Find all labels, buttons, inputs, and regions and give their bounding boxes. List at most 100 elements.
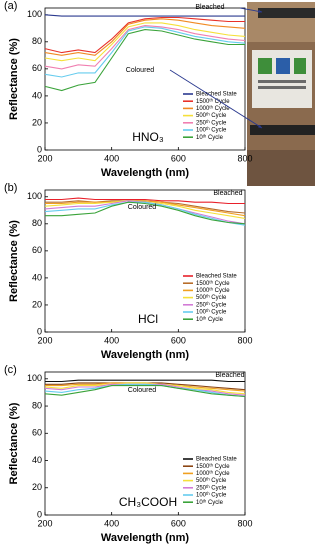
x-tick-label: 800 xyxy=(237,518,252,528)
legend-label: 250ᵗʰ Cycle xyxy=(196,484,227,491)
sample-strip xyxy=(250,125,315,135)
x-tick-label: 800 xyxy=(237,153,252,163)
series-line xyxy=(44,385,246,398)
series-line xyxy=(44,14,245,17)
series-line xyxy=(44,201,246,226)
series-line xyxy=(44,18,246,56)
x-tick-label: 400 xyxy=(104,335,119,345)
y-tick-label: 0 xyxy=(37,144,42,154)
y-tick-label: 0 xyxy=(37,326,42,336)
y-tick-label: 20 xyxy=(32,117,42,127)
annotation-arrow xyxy=(239,7,263,13)
photo-bottom xyxy=(247,150,315,186)
legend-label: 500ᵗʰ Cycle xyxy=(196,112,227,119)
annotation: Coloured xyxy=(128,204,157,211)
y-axis-label: Reflectance (%) xyxy=(8,220,20,302)
arrow-head xyxy=(258,124,262,128)
series-line xyxy=(44,25,246,70)
x-tick-label: 200 xyxy=(37,518,52,528)
series-line xyxy=(44,26,246,78)
series-line xyxy=(45,197,245,205)
panel-label: (a) xyxy=(4,0,17,12)
plot-frame xyxy=(44,7,246,151)
series-line xyxy=(44,383,246,398)
sample-strip xyxy=(258,8,315,18)
legend-label: 10ᵗʰ Cycle xyxy=(196,316,224,323)
legend-label: 1500ᵗʰ Cycle xyxy=(196,463,230,470)
series-line xyxy=(45,201,246,225)
legend-label: 1000ᵗʰ Cycle xyxy=(196,287,230,294)
series-line xyxy=(44,382,246,395)
legend-label: 10ᵗʰ Cycle xyxy=(196,499,224,506)
annotation-arrow xyxy=(169,69,263,129)
x-axis-label: Wavelength (nm) xyxy=(101,349,190,361)
y-tick-label: 60 xyxy=(32,428,42,438)
legend-label: 1500ᵗʰ Cycle xyxy=(196,98,230,105)
y-tick-label: 20 xyxy=(32,299,42,309)
x-tick-label: 400 xyxy=(104,153,119,163)
y-axis-label: Reflectance (%) xyxy=(8,402,20,484)
legend-label: 250ᵗʰ Cycle xyxy=(196,119,227,126)
logo-mark xyxy=(276,58,290,74)
series-line xyxy=(45,200,246,217)
chemical-label: HNO₃ xyxy=(132,130,164,144)
y-tick-label: 40 xyxy=(32,455,42,465)
x-tick-label: 600 xyxy=(171,518,186,528)
legend-label: 100ᵗʰ Cycle xyxy=(196,309,227,316)
legend-label: 100ᵗʰ Cycle xyxy=(196,492,227,499)
legend-label: 1000ᵗʰ Cycle xyxy=(196,105,230,112)
x-tick-label: 400 xyxy=(104,518,119,528)
legend-label: Bleached State xyxy=(196,274,237,280)
series-line xyxy=(45,379,245,383)
legend-label: 10ᵗʰ Cycle xyxy=(196,134,224,141)
panel-label: (c) xyxy=(4,364,17,376)
y-tick-label: 100 xyxy=(27,373,42,383)
plot-frame xyxy=(44,371,246,516)
x-axis-label: Wavelength (nm) xyxy=(101,532,190,544)
annotation: Bleached xyxy=(215,372,244,379)
chemical-label: HCl xyxy=(138,312,158,326)
logo-text-line xyxy=(258,86,306,89)
panel-label: (b) xyxy=(4,182,17,194)
annotation: Coloured xyxy=(128,387,157,394)
series-line xyxy=(44,29,245,92)
plot-frame xyxy=(44,189,246,333)
y-tick-label: 20 xyxy=(32,482,42,492)
legend-label: 100ᵗʰ Cycle xyxy=(196,127,227,134)
x-tick-label: 600 xyxy=(171,153,186,163)
legend-label: 500ᵗʰ Cycle xyxy=(196,477,227,484)
logo-mark xyxy=(258,58,272,74)
legend-label: 1500ᵗʰ Cycle xyxy=(196,280,230,287)
x-tick-label: 200 xyxy=(37,153,52,163)
y-tick-label: 100 xyxy=(27,9,42,19)
y-tick-label: 40 xyxy=(32,272,42,282)
y-tick-label: 60 xyxy=(32,245,42,255)
y-tick-label: 80 xyxy=(32,36,42,46)
legend-label: 1000ᵗʰ Cycle xyxy=(196,470,230,477)
series-line xyxy=(44,16,245,54)
legend-label: Bleached State xyxy=(196,457,237,463)
y-tick-label: 40 xyxy=(32,90,42,100)
annotation: Bleached xyxy=(213,190,242,197)
y-tick-label: 60 xyxy=(32,63,42,73)
x-tick-label: 200 xyxy=(37,335,52,345)
legend-label: Bleached State xyxy=(196,92,237,98)
y-axis-label: Reflectance (%) xyxy=(8,38,20,120)
logo-mark xyxy=(294,58,306,74)
y-tick-label: 100 xyxy=(27,191,42,201)
arrow-head xyxy=(258,9,262,13)
series-line xyxy=(44,22,246,62)
x-axis-label: Wavelength (nm) xyxy=(101,167,190,179)
y-tick-label: 80 xyxy=(32,400,42,410)
logo-text-line xyxy=(258,80,306,83)
legend-label: 500ᵗʰ Cycle xyxy=(196,294,227,301)
photo-inset xyxy=(247,2,315,186)
annotation: Bleached xyxy=(195,4,224,11)
annotation: Coloured xyxy=(126,67,155,74)
x-tick-label: 600 xyxy=(171,335,186,345)
chemical-label: CH₃COOH xyxy=(119,495,177,509)
x-tick-label: 800 xyxy=(237,335,252,345)
y-tick-label: 80 xyxy=(32,218,42,228)
legend-label: 250ᵗʰ Cycle xyxy=(196,301,227,308)
